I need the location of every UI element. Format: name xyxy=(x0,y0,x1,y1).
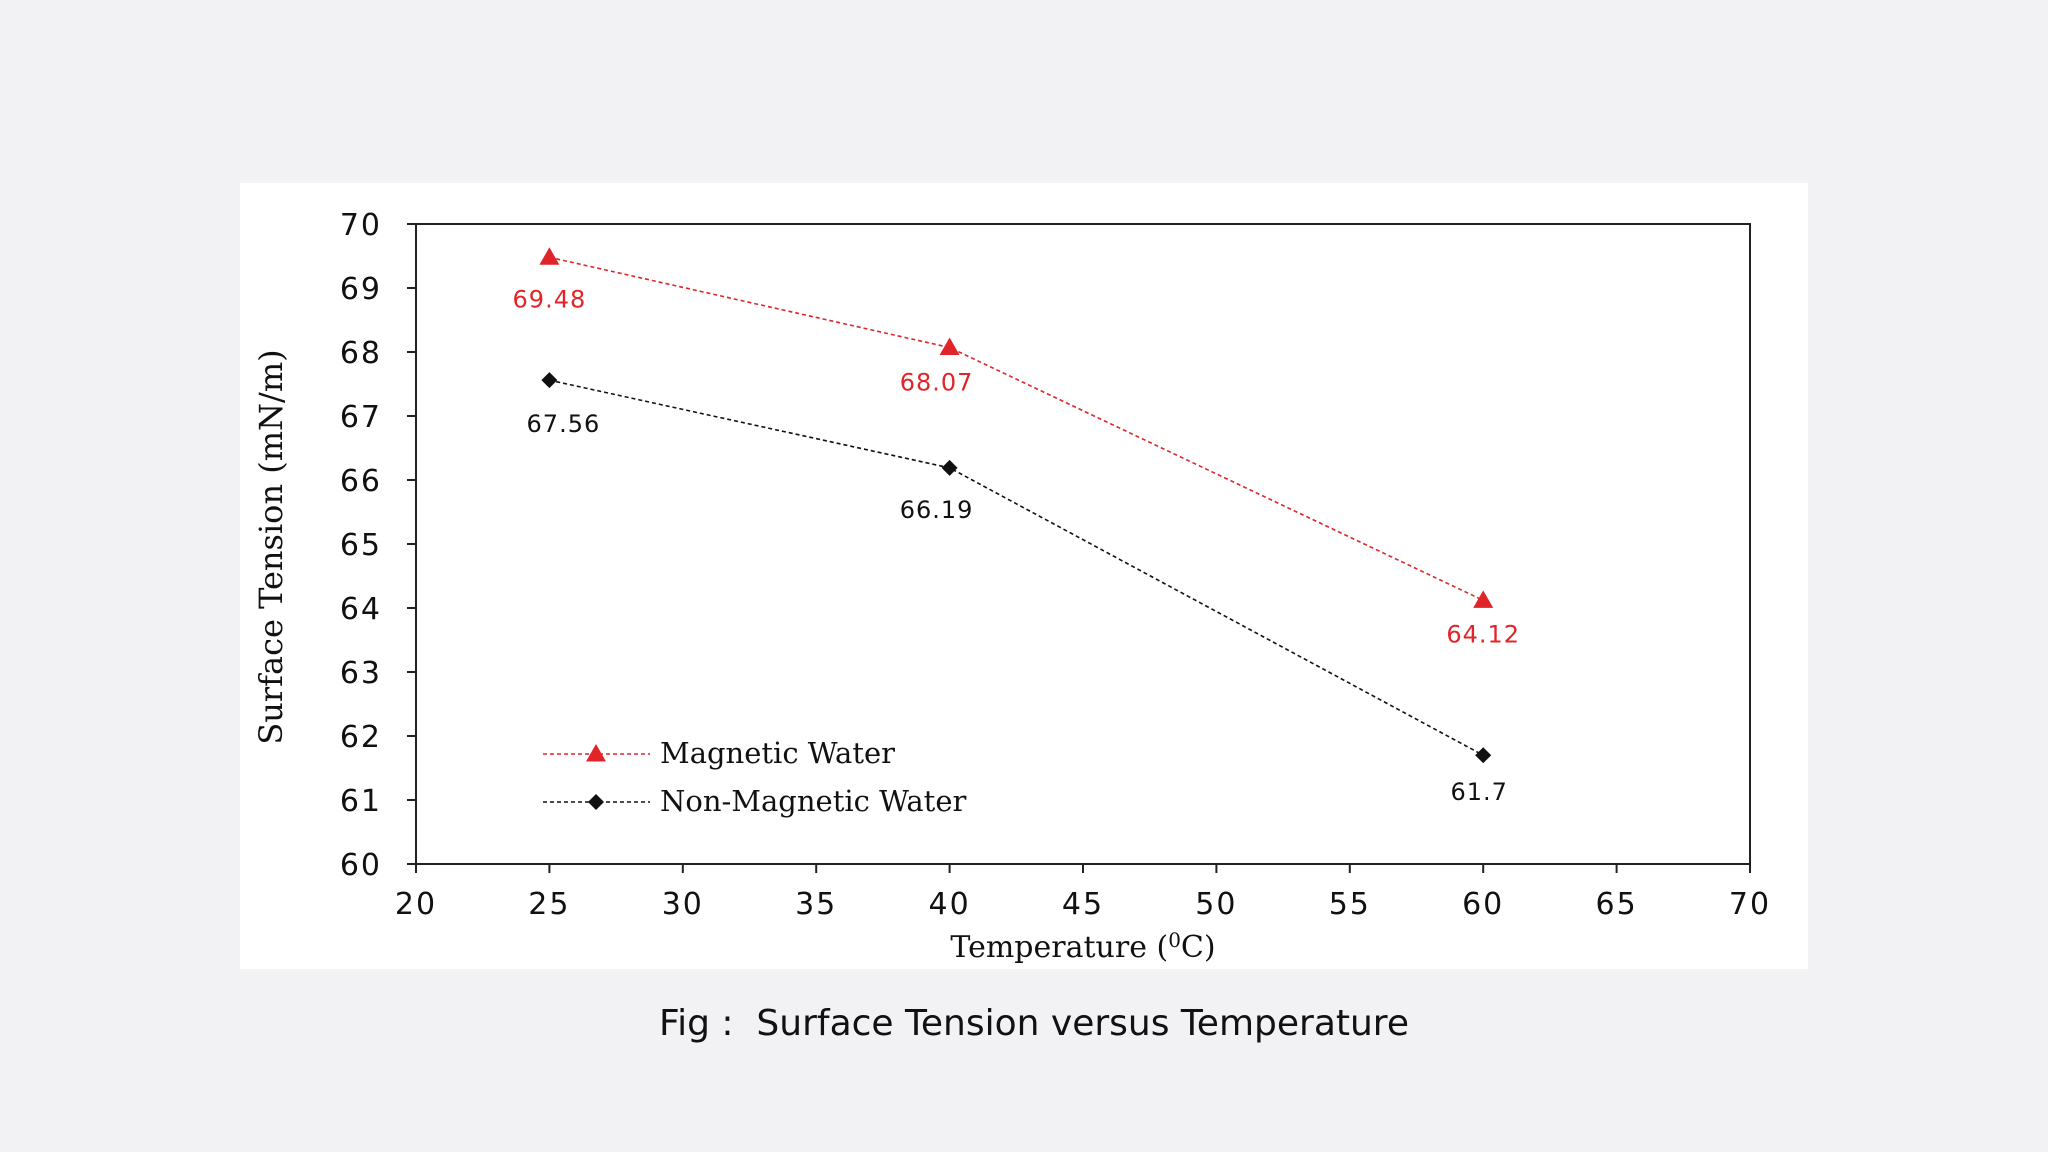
y-tick-label: 62 xyxy=(340,720,382,755)
x-tick-label: 60 xyxy=(1462,887,1504,922)
data-point-marker xyxy=(1475,747,1492,764)
y-tick-label: 70 xyxy=(340,208,382,243)
data-label: 61.7 xyxy=(1450,778,1507,806)
x-tick-label: 55 xyxy=(1329,887,1371,922)
y-axis: 60 61 62 63 64 65 66 67 68 69 70 xyxy=(340,208,416,883)
chart-panel: 20 25 30 35 40 45 50 55 60 65 70 60 61 62 63 64 65 66 67 6… xyxy=(240,183,1808,969)
y-tick-label: 69 xyxy=(340,272,382,307)
y-tick-label: 66 xyxy=(340,464,382,499)
y-axis-label: Surface Tension (mN/m) xyxy=(252,349,290,744)
data-point-marker xyxy=(1473,590,1494,608)
legend: Magnetic Water Non-Magnetic Water xyxy=(543,736,966,818)
x-axis-label-superscript: 0 xyxy=(1168,928,1181,952)
legend-marker xyxy=(588,794,604,810)
x-tick-label: 65 xyxy=(1596,887,1638,922)
series-line-non-magnetic-water xyxy=(549,379,1484,756)
y-tick-label: 60 xyxy=(340,848,382,883)
data-point-marker xyxy=(541,372,558,389)
series-layer: 69.48 68.07 64.12 67.56 66.19 61.7 xyxy=(513,247,1520,806)
figure-caption: Fig : Surface Tension versus Temperature xyxy=(659,1003,1409,1044)
legend-marker xyxy=(586,744,606,762)
data-label: 68.07 xyxy=(900,369,974,397)
data-label: 67.56 xyxy=(527,410,601,438)
y-tick-label: 64 xyxy=(340,592,382,627)
data-label: 64.12 xyxy=(1446,620,1520,648)
legend-entry-label: Magnetic Water xyxy=(660,736,895,770)
x-tick-label: 70 xyxy=(1729,887,1771,922)
y-tick-label: 68 xyxy=(340,336,382,371)
series-line-magnetic-water xyxy=(549,256,1484,602)
data-point-marker xyxy=(539,247,560,265)
data-point-marker xyxy=(939,337,960,356)
x-axis-label-unit: C) xyxy=(1181,930,1216,965)
x-tick-label: 35 xyxy=(795,887,837,922)
y-tick-label: 65 xyxy=(340,528,382,563)
x-tick-label: 25 xyxy=(528,887,570,922)
x-tick-label: 30 xyxy=(662,887,704,922)
data-point-marker xyxy=(941,459,958,476)
data-label: 69.48 xyxy=(513,285,587,313)
surface-tension-chart: 20 25 30 35 40 45 50 55 60 65 70 60616263646566676… xyxy=(252,208,1771,965)
y-tick-label: 67 xyxy=(340,400,382,435)
x-tick-label: 45 xyxy=(1062,887,1104,922)
legend-entry-label: Non-Magnetic Water xyxy=(660,784,966,818)
plot-area-frame xyxy=(415,223,1751,865)
x-tick-label: 40 xyxy=(929,887,971,922)
x-axis-label-main: Temperature ( xyxy=(950,930,1168,965)
x-axis: 20 25 30 35 40 45 50 55 60 65 70 xyxy=(395,864,1771,922)
x-tick-label: 50 xyxy=(1195,887,1237,922)
y-tick-label: 61 xyxy=(340,784,382,819)
data-label: 66.19 xyxy=(900,496,974,524)
x-axis-label: Temperature (0C) xyxy=(950,928,1215,965)
x-tick-label: 20 xyxy=(395,887,437,922)
y-tick-label: 63 xyxy=(340,656,382,691)
